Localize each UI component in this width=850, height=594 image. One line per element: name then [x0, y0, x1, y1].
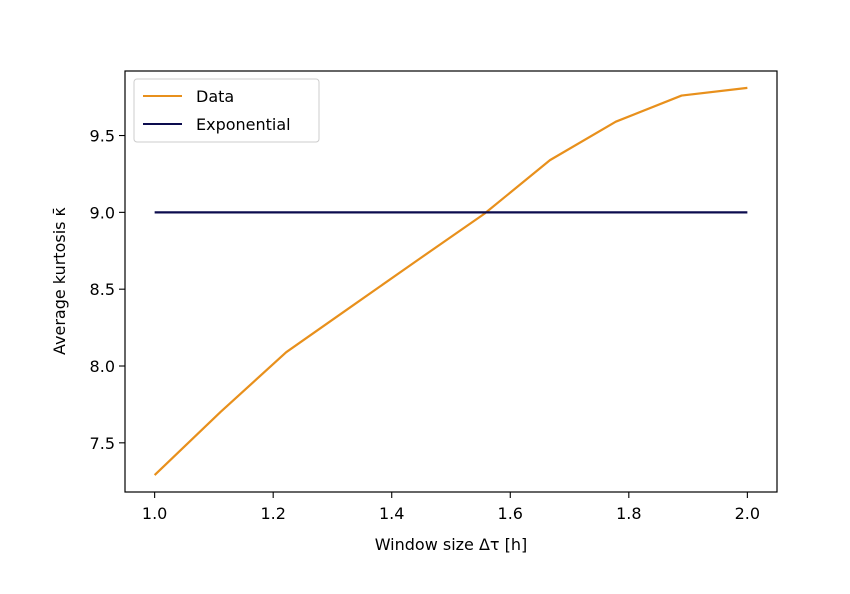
y-tick-label: 9.5	[90, 127, 115, 146]
legend-box	[133, 78, 320, 143]
x-tick-label: 1.2	[260, 504, 285, 523]
y-tick-label: 8.5	[90, 280, 115, 299]
x-tick-label: 1.0	[142, 504, 167, 523]
series-line-data	[153, 86, 748, 476]
legend: Data Exponential	[133, 78, 320, 143]
y-axis-ticks: 7.5 8.0 8.5 9.0 9.5	[90, 127, 125, 453]
y-tick-label: 9.0	[90, 203, 115, 222]
series-layer	[153, 86, 748, 476]
x-axis-label: Window size Δτ [h]	[375, 535, 528, 554]
x-tick-label: 1.8	[616, 504, 641, 523]
legend-label-exponential: Exponential	[196, 115, 291, 134]
x-tick-label: 1.6	[498, 504, 523, 523]
plot-frame	[124, 70, 778, 493]
x-tick-label: 2.0	[735, 504, 760, 523]
x-tick-label: 1.4	[379, 504, 404, 523]
legend-label-data: Data	[196, 87, 234, 106]
y-tick-label: 8.0	[90, 357, 115, 376]
y-tick-label: 7.5	[90, 434, 115, 453]
x-axis-ticks: 1.0 1.2 1.4 1.6 1.8 2.0	[142, 492, 760, 523]
y-axis-label: Average kurtosis κ̄	[50, 206, 69, 355]
